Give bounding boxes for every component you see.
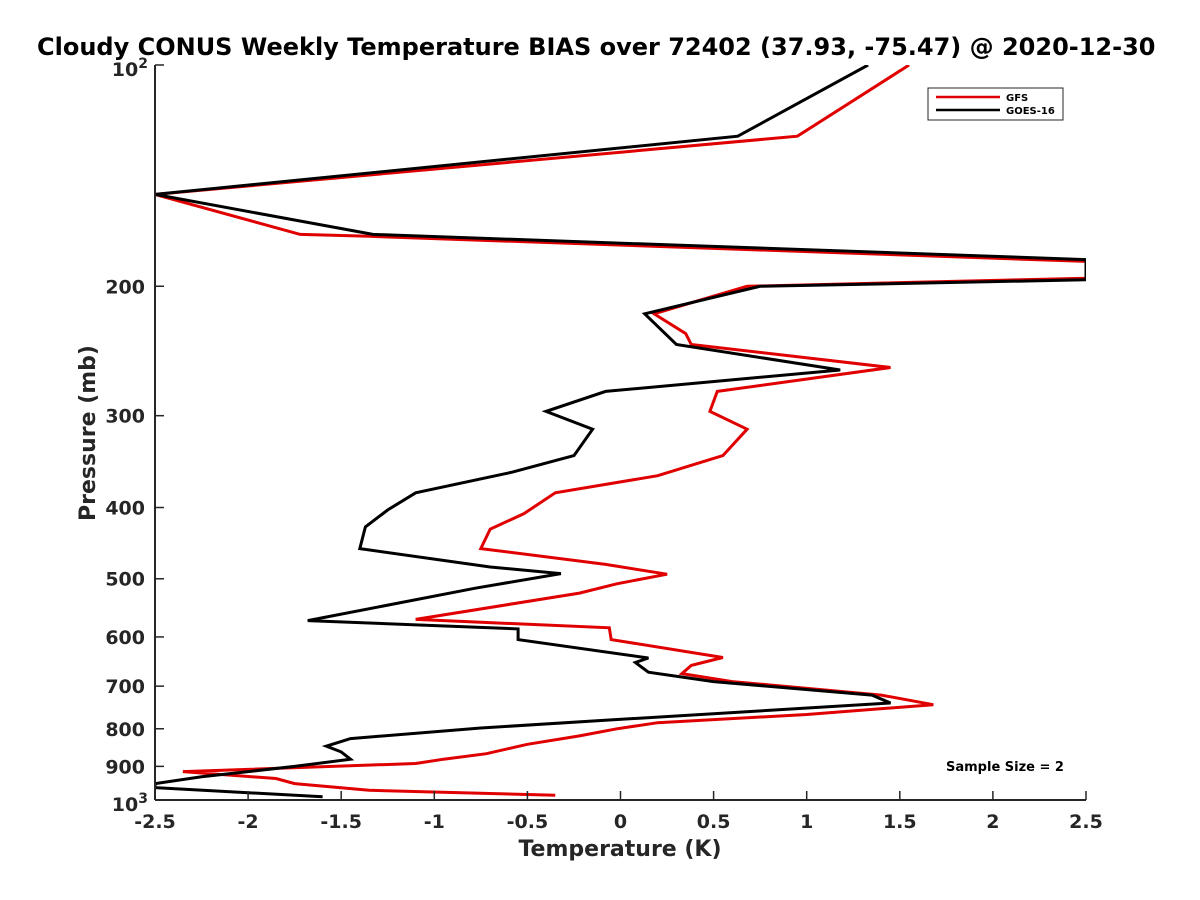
y-tick-exponent: 2 bbox=[138, 56, 148, 72]
x-tick-label: -1.5 bbox=[320, 811, 362, 833]
y-tick-exponent: 3 bbox=[138, 791, 148, 807]
legend-label-gfs: GFS bbox=[1006, 93, 1028, 104]
y-tick-label: 800 bbox=[105, 719, 145, 741]
x-tick-label: 1 bbox=[800, 811, 813, 833]
x-tick-label: -2 bbox=[238, 811, 259, 833]
x-tick-label: 2.5 bbox=[1069, 811, 1103, 833]
y-tick-base: 10 bbox=[112, 794, 138, 816]
y-tick-label: 700 bbox=[105, 676, 145, 698]
x-tick-label: 2 bbox=[986, 811, 999, 833]
x-ticks: -2.5 -2 -1.5 -1 -0.5 0 0.5 1 1.5 2 2.5 bbox=[134, 791, 1103, 833]
y-tick-label: 102 bbox=[112, 56, 148, 81]
series-layer bbox=[155, 65, 1086, 799]
y-tick-label: 200 bbox=[105, 276, 145, 298]
x-tick-label: -0.5 bbox=[507, 811, 549, 833]
y-tick-label: 900 bbox=[105, 756, 145, 778]
y-tick-label: 600 bbox=[105, 627, 145, 649]
sample-size-annotation: Sample Size = 2 bbox=[946, 760, 1064, 775]
x-tick-label: -2.5 bbox=[134, 811, 176, 833]
x-tick-label: 1.5 bbox=[883, 811, 917, 833]
x-axis-label: Temperature (K) bbox=[518, 837, 721, 862]
y-axis-label: Pressure (mb) bbox=[76, 345, 101, 521]
legend-label-goes16: GOES-16 bbox=[1006, 106, 1055, 117]
series-line-gfs bbox=[155, 65, 1086, 797]
y-tick-label: 500 bbox=[105, 569, 145, 591]
chart-title: Cloudy CONUS Weekly Temperature BIAS ove… bbox=[37, 33, 1155, 61]
y-tick-label: 400 bbox=[105, 498, 145, 520]
y-tick-label: 300 bbox=[105, 406, 145, 428]
x-tick-label: 0 bbox=[614, 811, 627, 833]
legend: GFS GOES-16 bbox=[927, 87, 1064, 121]
x-tick-label: 0.5 bbox=[697, 811, 731, 833]
series-line-goes16 bbox=[155, 65, 1086, 799]
legend-box bbox=[927, 87, 1064, 121]
y-tick-label: 103 bbox=[112, 791, 148, 816]
y-tick-base: 10 bbox=[112, 59, 138, 81]
x-tick-label: -1 bbox=[424, 811, 445, 833]
